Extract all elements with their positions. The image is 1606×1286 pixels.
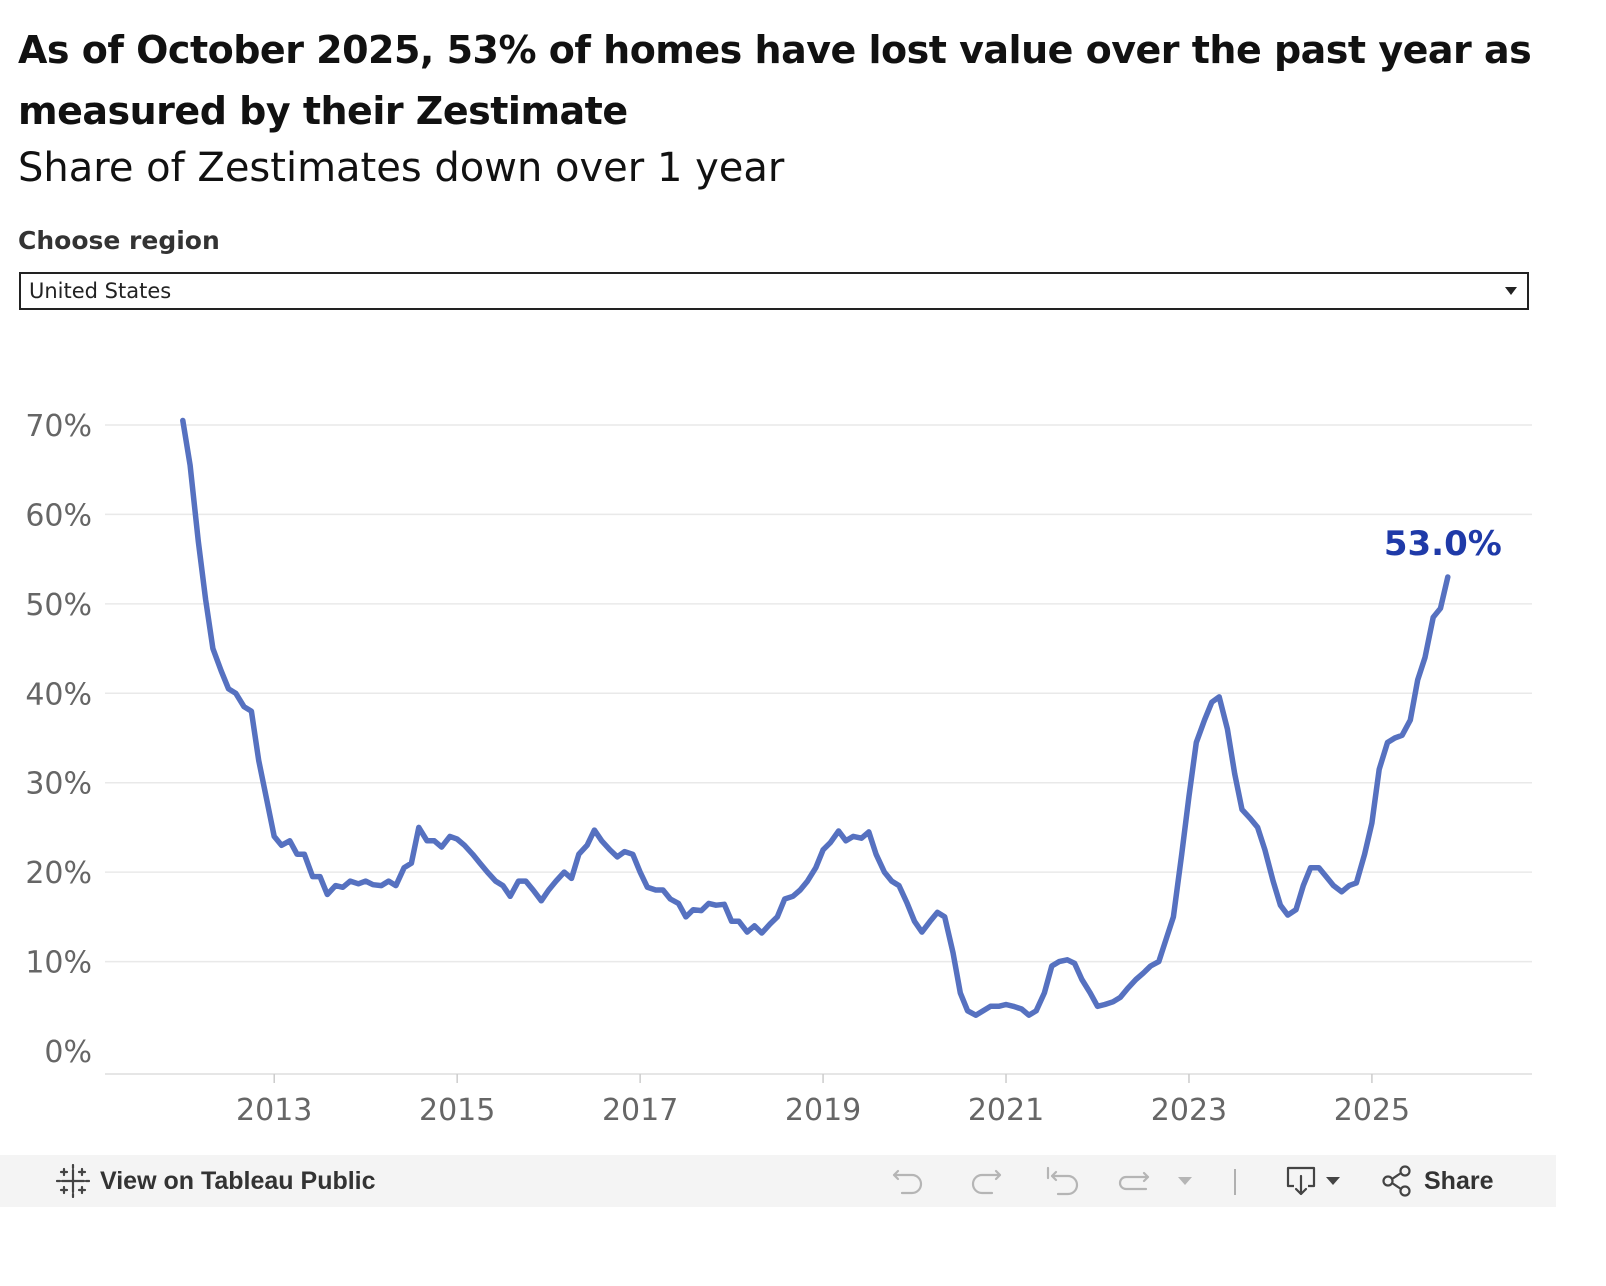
series-line-united-states[interactable] <box>180 417 1451 1018</box>
y-tick-label: 20% <box>25 856 92 891</box>
view-on-tableau-label: View on Tableau Public <box>100 1166 376 1195</box>
refresh-icon <box>1118 1171 1150 1191</box>
share-label: Share <box>1424 1166 1494 1195</box>
x-tick-label: 2015 <box>419 1093 495 1128</box>
y-tick-label: 10% <box>25 946 92 981</box>
undo-button[interactable] <box>890 1155 926 1207</box>
toolbar-divider <box>1234 1169 1236 1195</box>
refresh-button[interactable] <box>1116 1155 1154 1207</box>
x-tick-label: 2017 <box>602 1093 678 1128</box>
chevron-down-icon <box>1326 1177 1340 1185</box>
chart-subtitle: Share of Zestimates down over 1 year <box>18 145 785 191</box>
revert-icon <box>1046 1166 1079 1196</box>
y-axis-ticks: 0% 10% 20% 30% 40% 50% 60% 70% <box>25 409 92 1070</box>
refresh-menu-button[interactable] <box>1176 1155 1194 1207</box>
last-value-label: 53.0% <box>1384 524 1502 564</box>
x-tick-label: 2021 <box>968 1093 1044 1128</box>
series-layer <box>180 417 1451 1018</box>
redo-icon <box>971 1169 1002 1195</box>
y-tick-label: 50% <box>25 588 92 623</box>
redo-button[interactable] <box>968 1155 1004 1207</box>
region-dropdown[interactable]: United States <box>19 272 1529 310</box>
tableau-toolbar: View on Tableau Public <box>0 1155 1556 1207</box>
undo-icon <box>892 1169 923 1195</box>
x-tick-label: 2023 <box>1151 1093 1227 1128</box>
chart-title: As of October 2025, 53% of homes have lo… <box>18 28 1532 133</box>
download-icon <box>1286 1166 1316 1196</box>
region-filter-label: Choose region <box>18 226 220 255</box>
share-button[interactable]: Share <box>1380 1155 1493 1207</box>
line-chart: 0% 10% 20% 30% 40% 50% 60% 70% 2013 2015 2017 2019… <box>25 409 1532 1128</box>
share-icon <box>1382 1165 1411 1197</box>
download-button[interactable] <box>1284 1155 1342 1207</box>
tableau-logo-icon <box>56 1164 90 1198</box>
x-axis-ticks: 2013 2015 2017 2019 2021 2023 2025 <box>236 1074 1410 1128</box>
annotation-layer: 53.0% <box>1384 524 1502 564</box>
revert-button[interactable] <box>1044 1155 1082 1207</box>
y-tick-label: 30% <box>25 767 92 802</box>
x-tick-label: 2025 <box>1334 1093 1410 1128</box>
gridlines <box>105 424 1532 1075</box>
chevron-down-icon <box>1178 1177 1192 1185</box>
y-tick-label: 0% <box>44 1035 92 1070</box>
y-tick-label: 60% <box>25 498 92 533</box>
y-tick-label: 70% <box>25 409 92 444</box>
x-tick-label: 2019 <box>785 1093 861 1128</box>
region-dropdown-value: United States <box>29 279 172 303</box>
x-tick-label: 2013 <box>236 1093 312 1128</box>
view-on-tableau-link[interactable]: View on Tableau Public <box>56 1155 376 1207</box>
y-tick-label: 40% <box>25 677 92 712</box>
chevron-down-icon <box>1505 287 1517 295</box>
